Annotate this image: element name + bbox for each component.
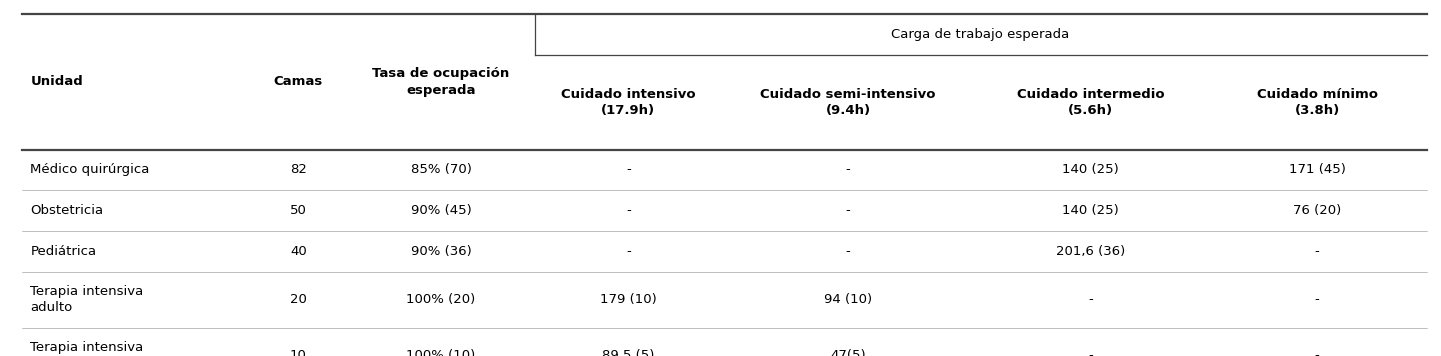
Text: 10: 10 <box>290 349 307 356</box>
Text: 100% (10): 100% (10) <box>406 349 476 356</box>
Text: Médico quirúrgica: Médico quirúrgica <box>30 163 150 177</box>
Text: -: - <box>846 204 850 218</box>
Text: Cuidado mínimo
(3.8h): Cuidado mínimo (3.8h) <box>1257 88 1378 117</box>
Text: -: - <box>625 245 631 258</box>
Text: Carga de trabajo esperada: Carga de trabajo esperada <box>892 28 1069 41</box>
Text: -: - <box>1088 293 1094 307</box>
Text: 94 (10): 94 (10) <box>824 293 872 307</box>
Text: Cuidado intermedio
(5.6h): Cuidado intermedio (5.6h) <box>1017 88 1164 117</box>
Text: -: - <box>1088 349 1094 356</box>
Text: 40: 40 <box>290 245 307 258</box>
Text: 50: 50 <box>290 204 307 218</box>
Text: Terapia intensiva
adulto: Terapia intensiva adulto <box>30 286 144 314</box>
Text: 90% (36): 90% (36) <box>411 245 471 258</box>
Text: Cuidado semi-intensivo
(9.4h): Cuidado semi-intensivo (9.4h) <box>761 88 935 117</box>
Text: -: - <box>846 245 850 258</box>
Text: 100% (20): 100% (20) <box>406 293 476 307</box>
Text: -: - <box>625 204 631 218</box>
Text: Camas: Camas <box>274 75 323 88</box>
Text: Unidad: Unidad <box>30 75 84 88</box>
Text: -: - <box>1314 349 1320 356</box>
Text: 171 (45): 171 (45) <box>1288 163 1346 177</box>
Text: Obstetricia: Obstetricia <box>30 204 104 218</box>
Text: -: - <box>846 163 850 177</box>
Text: 76 (20): 76 (20) <box>1293 204 1342 218</box>
Text: 90% (45): 90% (45) <box>411 204 471 218</box>
Text: 82: 82 <box>290 163 307 177</box>
Text: Cuidado intensivo
(17.9h): Cuidado intensivo (17.9h) <box>561 88 696 117</box>
Text: 47(5): 47(5) <box>830 349 866 356</box>
Text: -: - <box>1314 245 1320 258</box>
Text: 89,5 (5): 89,5 (5) <box>602 349 654 356</box>
Text: 140 (25): 140 (25) <box>1062 163 1120 177</box>
Text: 85% (70): 85% (70) <box>411 163 471 177</box>
Text: 20: 20 <box>290 293 307 307</box>
Text: Pediátrica: Pediátrica <box>30 245 97 258</box>
Text: 179 (10): 179 (10) <box>599 293 657 307</box>
Text: Terapia intensiva
pediátrica: Terapia intensiva pediátrica <box>30 341 144 356</box>
Text: -: - <box>625 163 631 177</box>
Text: 201,6 (36): 201,6 (36) <box>1056 245 1125 258</box>
Text: Tasa de ocupación
esperada: Tasa de ocupación esperada <box>372 67 510 96</box>
Text: 140 (25): 140 (25) <box>1062 204 1120 218</box>
Text: -: - <box>1314 293 1320 307</box>
